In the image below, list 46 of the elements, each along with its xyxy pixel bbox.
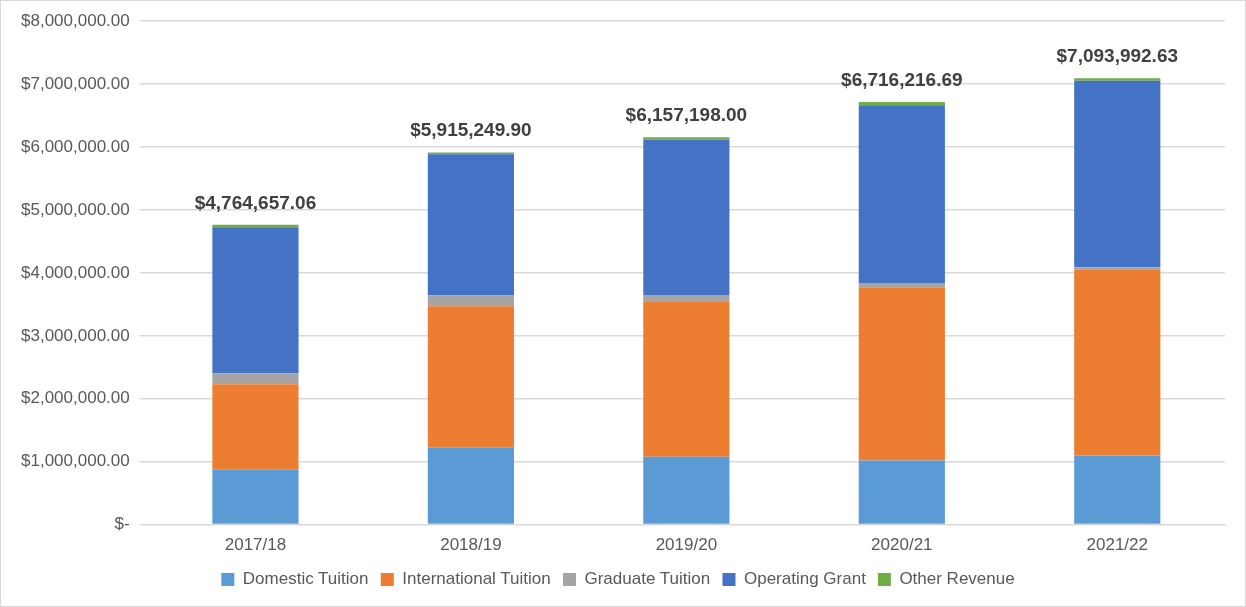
y-tick-label: $8,000,000.00 [21, 10, 130, 30]
bar [427, 447, 514, 524]
total-label: $4,764,657.06 [194, 191, 317, 213]
bar [858, 287, 945, 461]
legend-label: Graduate Tuition [584, 569, 711, 589]
bar [427, 306, 514, 448]
y-tick-label: $1,000,000.00 [21, 451, 130, 471]
y-tick-label: $2,000,000.00 [21, 388, 130, 408]
y-tick-label: $7,000,000.00 [21, 73, 130, 93]
bar [858, 105, 945, 283]
x-tick-label: 2018/19 [440, 535, 502, 555]
legend-label: International Tuition [402, 569, 551, 589]
legend-label: Operating Grant [743, 569, 867, 589]
bar [212, 373, 299, 385]
y-tick-label: $- [114, 514, 130, 534]
legend-label: Other Revenue [899, 569, 1015, 589]
total-label: $5,915,249.90 [410, 119, 532, 141]
bar [858, 282, 945, 288]
total-label: $6,716,216.69 [841, 68, 963, 90]
bar [643, 139, 730, 295]
y-tick-label: $6,000,000.00 [21, 136, 130, 156]
y-tick-label: $3,000,000.00 [21, 325, 130, 345]
bar [427, 295, 514, 307]
bar [212, 227, 299, 374]
bar [1074, 80, 1161, 268]
bar [643, 294, 730, 302]
bar [212, 384, 299, 470]
x-tick-label: 2020/21 [871, 535, 933, 555]
x-tick-label: 2017/18 [224, 535, 287, 555]
bar [643, 137, 730, 140]
bar [212, 469, 299, 524]
bar [643, 456, 730, 524]
bar [427, 154, 514, 296]
bar [858, 460, 945, 524]
y-tick-label: $5,000,000.00 [21, 199, 130, 219]
total-label: $6,157,198.00 [625, 103, 748, 125]
bar [1074, 455, 1161, 524]
total-label: $7,093,992.63 [1056, 44, 1179, 66]
x-tick-label: 2021/22 [1086, 535, 1148, 555]
bar [1074, 269, 1161, 456]
legend-label: Domestic Tuition [242, 569, 369, 589]
bar [643, 301, 730, 457]
x-tick-label: 2019/20 [655, 535, 718, 555]
y-tick-label: $4,000,000.00 [21, 262, 130, 282]
bar [1074, 78, 1161, 81]
bar [858, 101, 945, 106]
